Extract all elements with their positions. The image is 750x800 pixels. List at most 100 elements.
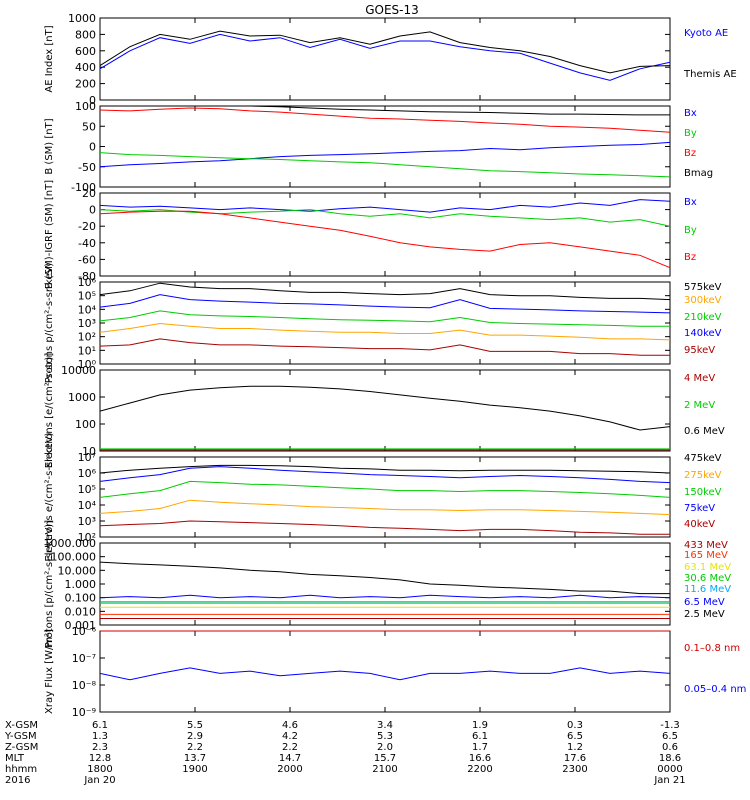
series-line-bmag [100,105,670,116]
footer-row-label: MLT [5,753,25,764]
panel-frame [99,542,671,626]
y-tick-label: -50 [78,161,96,174]
series-line-140kev [99,294,671,314]
panel-6: 10² 10³ 10⁴ 10⁵ 10⁶ 10⁷ Electrons e/(cm²-s-sr-… [44,432,722,561]
y-tick-label: 20 [82,187,96,200]
y-axis-label: Xray Flux [W/m²] [44,629,55,714]
series-line-75kev [99,466,671,484]
legend-entry: 4 MeV [684,373,715,384]
footer-cell: 5.3 [377,731,393,742]
footer-cell: 0.6 [662,742,678,753]
y-axis-label: Electrons [e/(cm²-s-sr)] [44,353,55,469]
y-tick-label: 10⁴ [78,499,97,512]
footer-cell: Jan 20 [83,775,115,786]
y-tick-label: -40 [78,237,96,250]
series-line-bx [99,141,671,168]
y-tick-label: 0 [89,141,96,154]
y-tick-label: -60 [78,253,96,266]
legend-entry: 30.6 MeV [684,573,731,584]
footer-cell: 17.6 [564,753,586,764]
y-axis-label: B (SM) [nT] [44,118,55,174]
y-axis-label: B (SM)-IGRF (SM) [nT] [44,180,55,289]
footer-cell: 1.9 [472,720,488,731]
panel-8: 10⁻⁹ 10⁻⁸ 10⁻⁷ 10⁻⁶ Xray Flux [W/m²] 0.1–0.8 … [44,625,746,719]
y-tick-label: 10⁻⁷ [72,652,96,665]
legend-entry: 300keV [684,295,722,306]
legend-entry: 2.5 MeV [684,609,725,620]
legend-entry: 433 MeV [684,540,728,551]
y-tick-label: 10¹ [78,344,96,357]
series-line-0-05-0-4-nm [99,667,671,681]
series-line-475kev [99,464,671,474]
y-tick-label: 10⁰ [78,358,97,371]
y-tick-label: 1000 [68,391,96,404]
legend-entry: Bx [684,108,697,119]
y-tick-label: 0 [89,94,96,107]
footer-cell: 1.2 [567,742,583,753]
series-line-300kev [99,322,671,341]
series-line-210kev [99,310,670,327]
series-line-0-6-mev [99,385,671,431]
legend-entry: By [684,225,697,236]
series-line-150kev [99,480,671,498]
legend-entry: Bz [684,148,696,159]
y-tick-label: 800 [75,28,96,41]
legend-entry: 0.05–0.4 nm [684,684,746,695]
y-tick-label: 0 [89,204,96,217]
y-tick-label: 10² [78,531,96,544]
footer-cell: 2.2 [282,742,298,753]
figure-title: GOES-13 [365,3,419,17]
footer-cell: 4.2 [282,731,298,742]
panel-3: -80 -60 -40 -20 0 20 B (SM)-IGRF (SM) [nT] Bx By… [44,180,697,289]
y-axis-label: AE Index [nT] [44,25,55,92]
y-tick-label: 10⁻⁹ [72,706,96,719]
footer-cell: 2000 [277,764,302,775]
series-line-40kev [99,520,670,535]
footer-cell: 1.7 [472,742,488,753]
footer-cell: 12.8 [89,753,111,764]
footer-cell: 3.4 [377,720,393,731]
y-tick-label: 100.000 [51,551,97,564]
footer-cell: 6.1 [92,720,108,731]
legend-entry: Bmag [684,168,713,179]
legend-entry: 11.6 MeV [684,584,731,595]
legend-entry: 2 MeV [684,400,715,411]
footer-cell: 14.7 [279,753,301,764]
legend-entry: 275keV [684,470,722,481]
footer-cell: 2.9 [187,731,203,742]
series-line-bz [99,210,671,269]
y-tick-label: 10⁶ [78,467,97,480]
footer-cell: 1800 [87,764,112,775]
y-tick-label: 1.000 [65,578,97,591]
footer-cell: 2200 [467,764,492,775]
y-tick-label: 400 [75,61,96,74]
y-tick-label: 10³ [78,515,96,528]
legend-entry: Kyoto AE [684,28,728,39]
footer-cell: 2300 [562,764,587,775]
y-tick-label: 10³ [78,317,96,330]
series-line-275kev [99,499,671,516]
footer-cell: 5.5 [187,720,203,731]
legend-entry: 0.1–0.8 nm [684,643,740,654]
y-tick-label: 10⁻⁶ [72,625,97,638]
y-tick-label: 10000 [61,364,96,377]
y-tick-label: 10⁴ [78,303,97,316]
y-axis-label: Electrons e/(cm²-s-sr-keV) [44,432,55,561]
legend-entry: 63.1 MeV [684,562,731,573]
y-tick-label: -20 [78,220,96,233]
panel-1: 0 200 400 600 800 1000 AE Index [nT] Kyoto AE Th… [44,12,737,107]
series-line-by [99,209,671,227]
footer-row-label: hhmm [5,764,37,775]
panel-2: -100 -50 0 50 100 B (SM) [nT] Bx By Bz Bmag [44,100,713,194]
footer-cell: 18.6 [659,753,681,764]
footer-cell: 13.7 [184,753,206,764]
footer-cell: -1.3 [660,720,680,731]
legend-entry: 95keV [684,345,715,356]
y-tick-label: 600 [75,45,96,58]
y-tick-label: 200 [75,78,96,91]
footer-cell: 2.3 [92,742,108,753]
y-tick-label: 50 [82,120,96,133]
legend-entry: 575keV [684,282,722,293]
